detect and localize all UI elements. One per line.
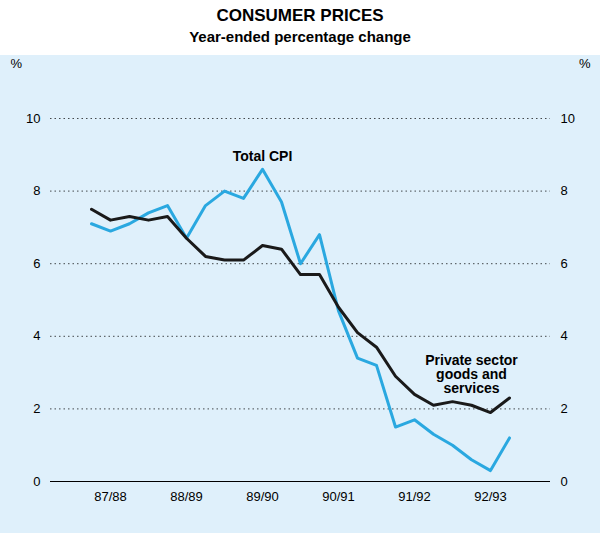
- svg-text:10: 10: [561, 111, 575, 126]
- svg-text:Private sectorgoods andservice: Private sectorgoods andservices: [425, 352, 518, 396]
- svg-text:89/90: 89/90: [246, 489, 279, 504]
- svg-text:4: 4: [33, 328, 40, 343]
- svg-text:6: 6: [561, 256, 568, 271]
- svg-text:87/88: 87/88: [94, 489, 127, 504]
- svg-text:92/93: 92/93: [474, 489, 507, 504]
- svg-text:%: %: [11, 56, 23, 71]
- svg-text:91/92: 91/92: [398, 489, 431, 504]
- svg-text:2: 2: [561, 401, 568, 416]
- svg-text:4: 4: [561, 328, 568, 343]
- svg-text:0: 0: [33, 474, 40, 489]
- svg-text:0: 0: [561, 474, 568, 489]
- svg-text:10: 10: [26, 111, 40, 126]
- svg-text:6: 6: [33, 256, 40, 271]
- svg-text:%: %: [579, 56, 591, 71]
- svg-text:88/89: 88/89: [170, 489, 203, 504]
- svg-text:2: 2: [33, 401, 40, 416]
- svg-text:8: 8: [33, 183, 40, 198]
- svg-text:8: 8: [561, 183, 568, 198]
- html-text:Year-ended percentage change: Year-ended percentage change: [189, 28, 411, 45]
- svg-text:90/91: 90/91: [322, 489, 355, 504]
- svg-text:Total CPI: Total CPI: [233, 148, 293, 164]
- html-text:CONSUMER PRICES: CONSUMER PRICES: [216, 6, 384, 25]
